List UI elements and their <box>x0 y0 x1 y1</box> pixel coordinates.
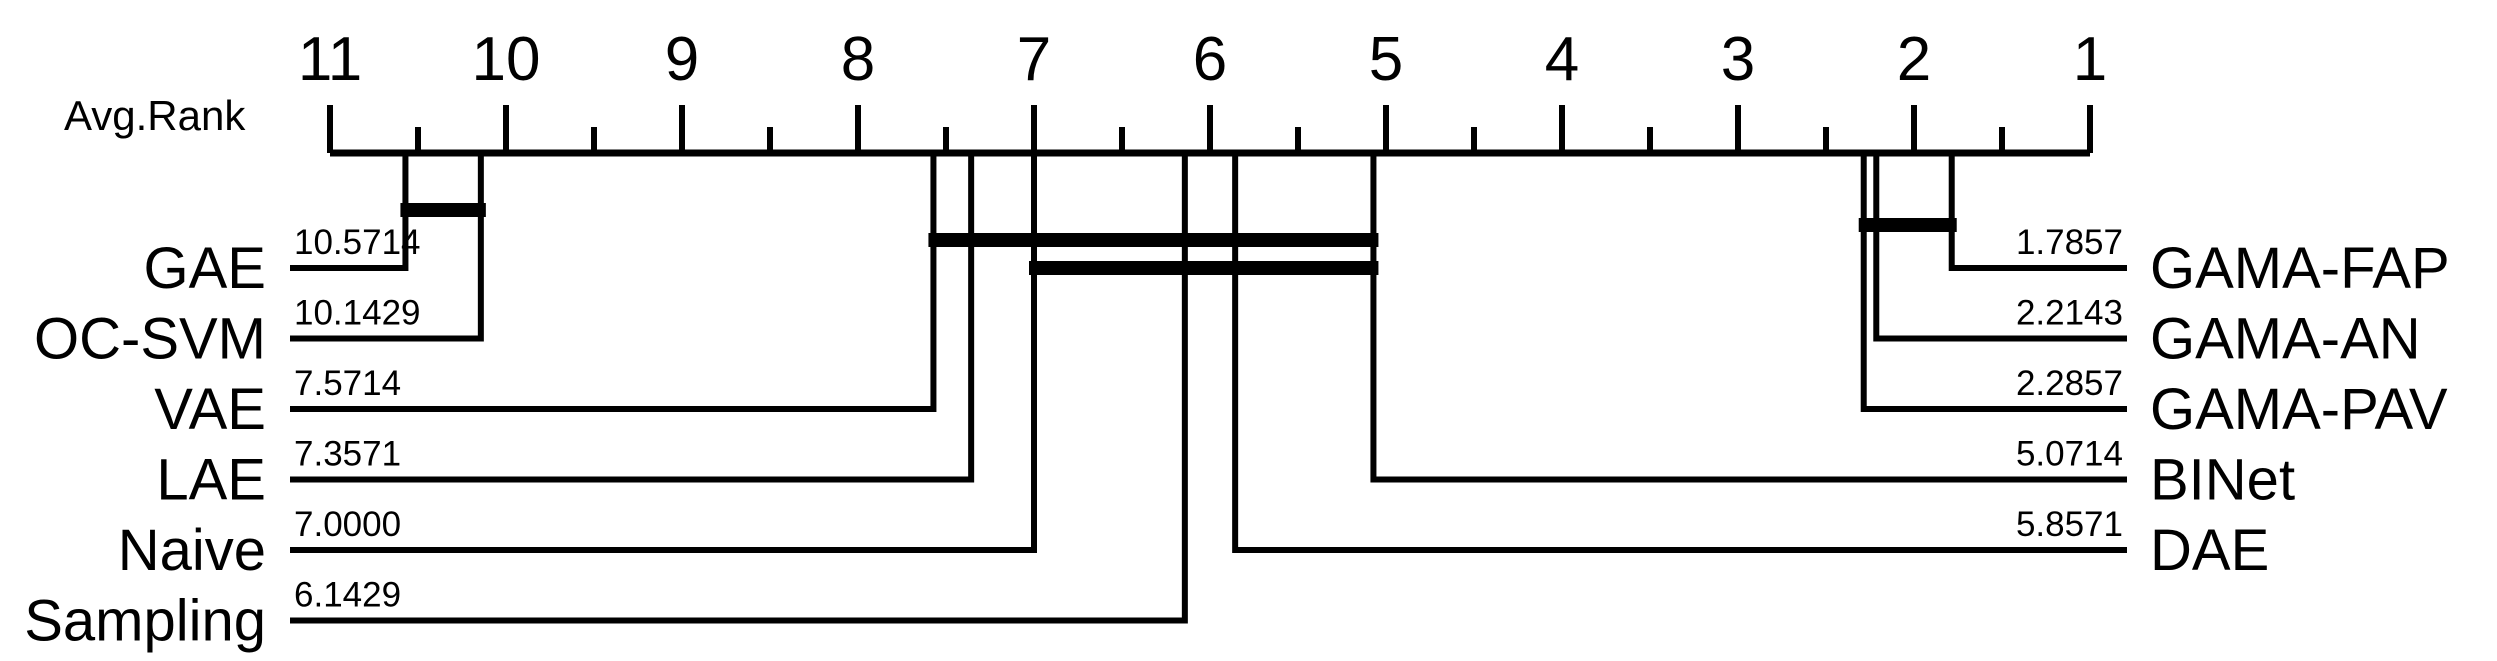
method-connector <box>290 153 975 483</box>
tick-label: 9 <box>665 25 699 94</box>
method-connector <box>290 153 1188 624</box>
clique-bars <box>400 203 1957 275</box>
method-name: Naive <box>118 518 266 583</box>
method-connector <box>1873 153 2127 342</box>
method-name: GAMA-PAV <box>2150 377 2448 442</box>
method-name: GAMA-FAP <box>2150 236 2450 301</box>
tick-label: 1 <box>2073 25 2107 94</box>
method-name: DAE <box>2150 518 2269 583</box>
tick-label: 8 <box>841 25 875 94</box>
rank-value: 7.0000 <box>294 505 401 544</box>
tick-label: 6 <box>1193 25 1227 94</box>
method-connector <box>1948 153 2127 271</box>
method-name: GAMA-AN <box>2150 307 2421 372</box>
tick-label: 4 <box>1545 25 1579 94</box>
method-connector <box>290 153 484 342</box>
tick-label: 5 <box>1369 25 1403 94</box>
rank-value: 10.1429 <box>294 294 421 333</box>
rank-value: 2.2143 <box>2016 294 2123 333</box>
axis-title: Avg.Rank <box>64 92 246 139</box>
method-connector <box>1860 153 2127 412</box>
rank-value: 5.8571 <box>2016 505 2123 544</box>
method-connector <box>290 153 409 271</box>
method-connector <box>1370 153 2127 483</box>
rank-axis: 11 10 9 8 7 6 5 4 3 2 1 <box>298 25 2107 157</box>
method-name: BINet <box>2150 448 2295 513</box>
tick-label: 7 <box>1017 25 1051 94</box>
rank-value: 7.5714 <box>294 364 401 403</box>
tick-label: 2 <box>1897 25 1931 94</box>
rank-value: 6.1429 <box>294 576 401 615</box>
method-name: VAE <box>154 377 266 442</box>
rank-value: 7.3571 <box>294 435 401 474</box>
rank-value: 2.2857 <box>2016 364 2123 403</box>
rank-value: 5.0714 <box>2016 435 2123 474</box>
tick-label: 3 <box>1721 25 1755 94</box>
method-connectors: GAE 10.5714 OC-SVM 10.1429 VAE 7.5714 LAE 7.357… <box>24 153 2450 654</box>
rank-value: 10.5714 <box>294 223 421 262</box>
method-connector <box>290 153 937 412</box>
method-name: LAE <box>156 448 266 513</box>
rank-value: 1.7857 <box>2016 223 2123 262</box>
tick-label: 10 <box>472 25 541 94</box>
method-name: Sampling <box>24 589 266 654</box>
method-connector <box>290 153 1037 553</box>
tick-label: 11 <box>298 25 362 94</box>
method-name: GAE <box>144 236 267 301</box>
method-connector <box>1232 153 2127 553</box>
method-name: OC-SVM <box>34 307 266 372</box>
